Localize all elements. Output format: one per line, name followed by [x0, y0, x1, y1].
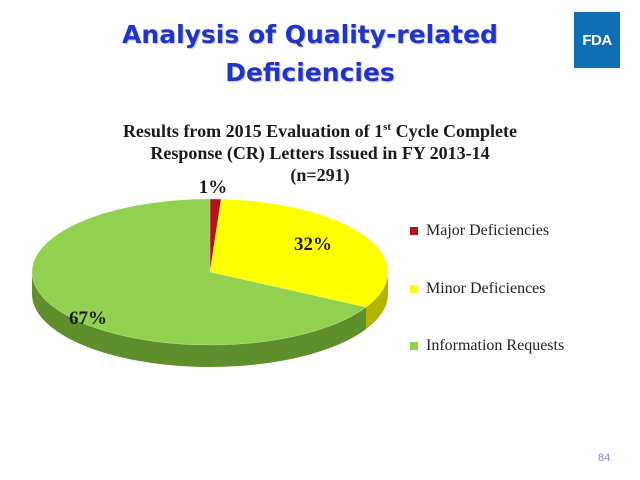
slide-title-line1: Analysis of Quality-related — [122, 20, 498, 49]
pie-side-info — [32, 272, 366, 368]
legend-item-major: Major Deficiencies — [410, 222, 549, 240]
legend-label-major: Major Deficiencies — [426, 222, 550, 239]
data-label-info: 67% — [69, 308, 107, 329]
fda-logo: FDA — [574, 12, 620, 68]
chart-title-line2: Response (CR) Letters Issued in FY 2013-… — [150, 143, 490, 163]
slide-title: Analysis of Quality-related Deficiencies — [60, 16, 560, 92]
chart-title: Results from 2015 Evaluation of 1st Cycl… — [40, 116, 600, 186]
page-number: 84 — [598, 452, 611, 464]
legend-item-info: Information Requests — [410, 337, 564, 355]
slide-title-line2: Deficiencies — [225, 58, 395, 87]
legend-swatch-info — [410, 342, 418, 350]
legend-label-info: Information Requests — [426, 337, 565, 354]
data-label-minor: 32% — [294, 234, 332, 255]
pie-slice-minor — [209, 198, 389, 308]
pie-slice-info — [31, 198, 367, 346]
pie-side-minor — [365, 272, 388, 330]
legend-label-minor: Minor Deficiences — [426, 280, 546, 297]
legend-swatch-minor — [410, 285, 418, 293]
chart-title-line3: (n=291) — [290, 165, 350, 185]
legend-item-minor: Minor Deficiences — [410, 280, 546, 298]
chart-title-line1: Results from 2015 Evaluation of 1st Cycl… — [122, 121, 518, 141]
pie-slice-major — [209, 198, 222, 273]
data-label-major: 1% — [199, 177, 228, 198]
legend-swatch-major — [410, 227, 418, 235]
